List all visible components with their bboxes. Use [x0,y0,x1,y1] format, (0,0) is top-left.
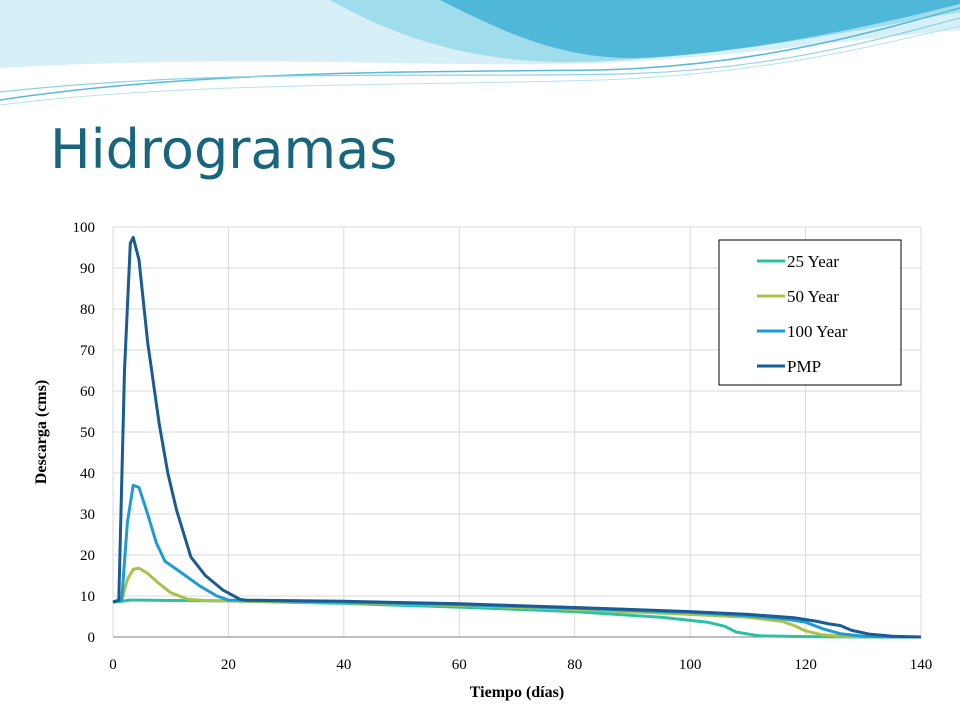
y-tick-label: 40 [80,466,95,482]
wave-line-2 [0,17,960,93]
y-tick-label: 100 [73,220,96,236]
x-axis-title: Tiempo (días) [470,684,564,701]
legend: 25 Year 50 Year 100 Year PMP [718,239,902,386]
y-tick-label: 30 [80,507,95,523]
y-tick-label: 80 [80,302,95,318]
slide-title: Hidrogramas [50,118,398,181]
chart-area: 0 10 20 30 40 50 60 70 80 90 100 0 20 40 60 80 100 120 140… [16,205,946,715]
y-tick-label: 70 [80,343,95,359]
series-line-1 [112,566,922,639]
x-tick-label: 40 [336,657,351,673]
y-tick-label: 60 [80,384,95,400]
tick-labels: 0 10 20 30 40 50 60 70 80 90 100 0 20 40 60 80 100 120 140 [73,220,933,673]
x-tick-label: 0 [109,657,117,673]
legend-label: 100 Year [787,322,848,341]
y-tick-label: 90 [80,261,95,277]
legend-box [718,239,902,386]
series-line-3 [112,235,922,639]
x-tick-label: 120 [794,657,817,673]
wave-band-dark [440,0,960,59]
legend-label: PMP [787,357,821,376]
hydrograph-chart: 0 10 20 30 40 50 60 70 80 90 100 0 20 40 60 80 100 120 140… [33,220,933,701]
header-wave-decoration [0,0,960,106]
x-tick-label: 140 [910,657,933,673]
y-tick-label: 0 [88,630,96,646]
wave-line-3 [0,25,960,106]
y-tick-label: 20 [80,548,95,564]
y-axis-title: Descarga (cms) [33,380,50,484]
legend-label: 25 Year [787,252,839,271]
x-tick-label: 80 [567,657,582,673]
series-line-0 [112,598,921,639]
x-tick-label: 60 [452,657,467,673]
series-layer [112,235,922,639]
x-tick-label: 20 [221,657,236,673]
legend-label: 50 Year [787,287,839,306]
wave-line-1 [0,7,960,101]
x-tick-label: 100 [679,657,702,673]
series-line-2 [112,483,921,639]
y-tick-label: 10 [80,589,95,605]
y-tick-label: 50 [80,425,95,441]
